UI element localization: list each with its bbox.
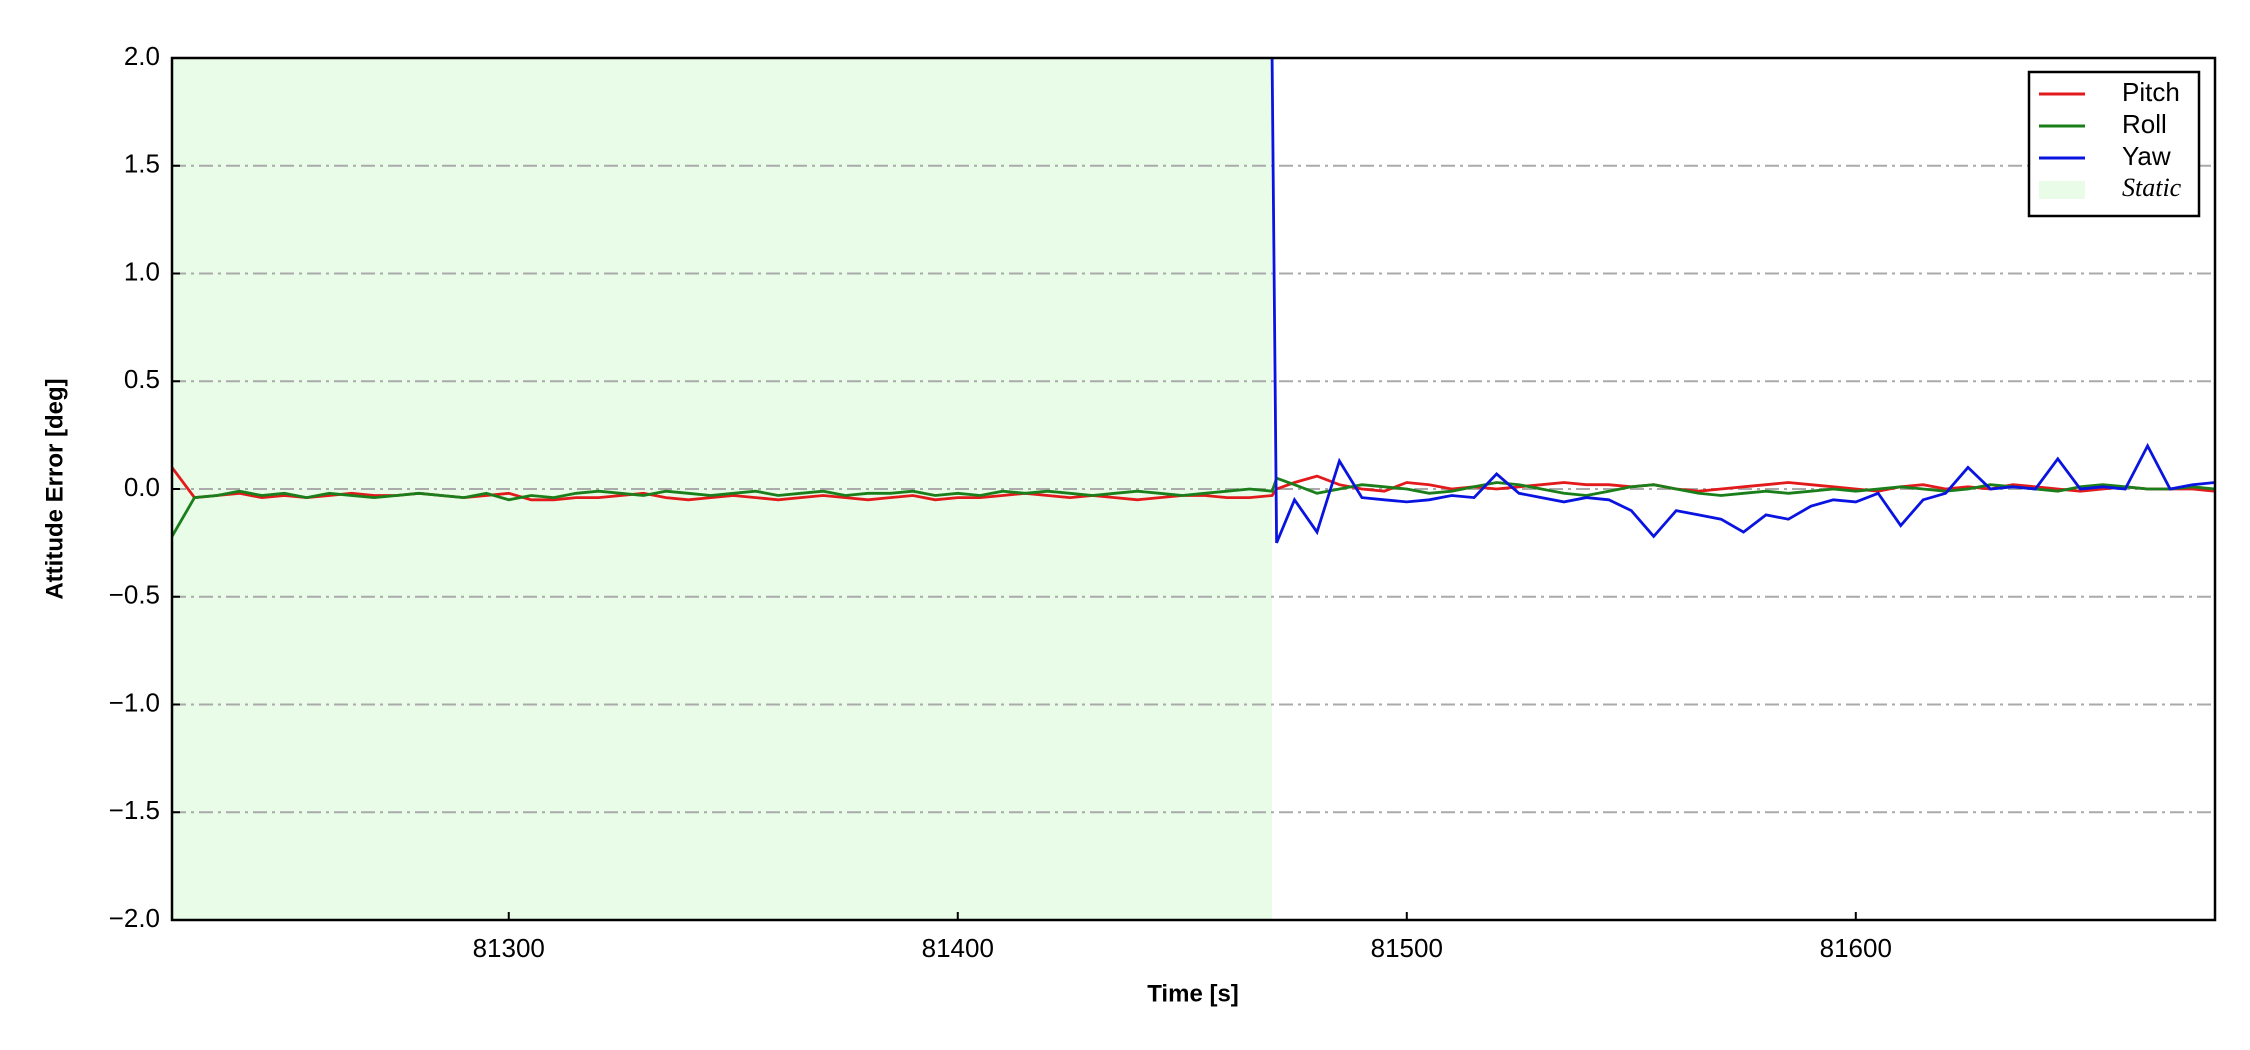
y-tick-label: −1.0 [109,687,160,717]
x-tick-label: 81300 [473,933,545,963]
y-tick-label: −2.0 [109,903,160,933]
y-tick-label: 1.5 [124,149,160,179]
y-tick-label: −1.5 [109,795,160,825]
y-tick-label: 0.5 [124,364,160,394]
data-line [1270,58,2215,544]
legend-label: Static [2122,173,2182,202]
y-tick-label: −0.5 [109,580,160,610]
y-tick-label: 1.0 [124,256,160,286]
legend-swatch [2039,181,2085,199]
legend-label: Yaw [2122,141,2171,171]
y-tick-label: 0.0 [124,472,160,502]
plot-frame [170,56,2217,922]
plot-area [172,58,2215,920]
x-tick-label: 81600 [1820,933,1892,963]
y-tick-label: 2.0 [124,41,160,71]
x-tick-label: 81400 [922,933,994,963]
data-line [172,476,2215,538]
legend-label: Pitch [2122,77,2180,107]
x-axis-label: Time [s] [1147,980,1239,1007]
y-axis-label: Attitude Error [deg] [41,378,68,599]
x-tick-label: 81500 [1371,933,1443,963]
legend-label: Roll [2122,109,2167,139]
